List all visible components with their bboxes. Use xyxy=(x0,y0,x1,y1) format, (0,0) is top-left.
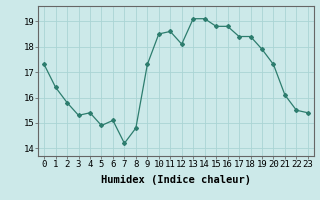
X-axis label: Humidex (Indice chaleur): Humidex (Indice chaleur) xyxy=(101,175,251,185)
